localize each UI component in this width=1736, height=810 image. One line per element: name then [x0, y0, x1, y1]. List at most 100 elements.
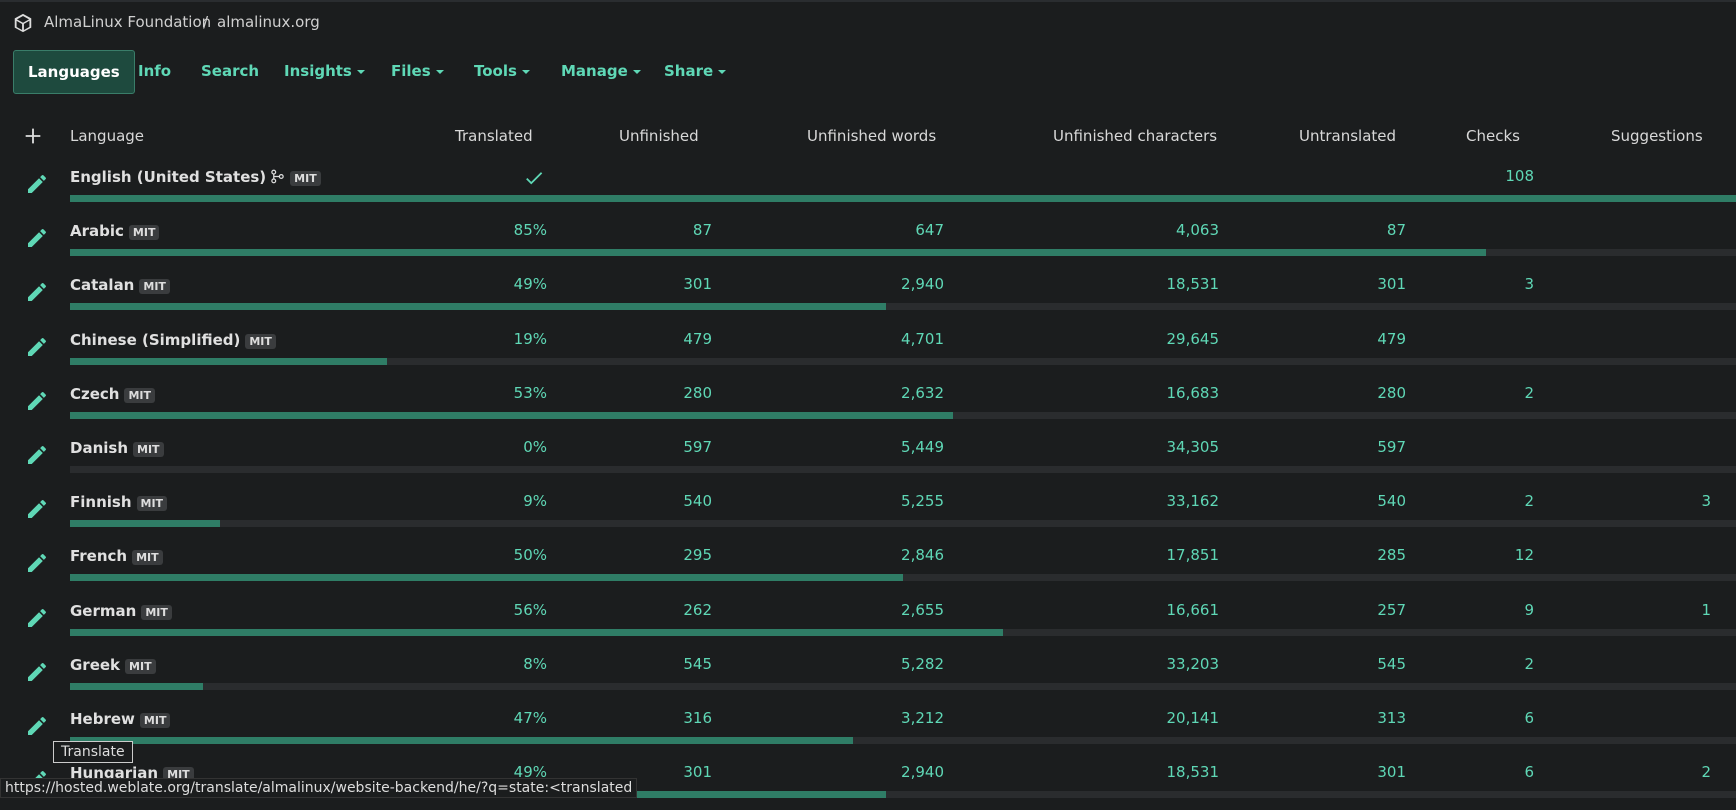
cell-unfinished-characters[interactable]: 33,203 [1166, 654, 1220, 673]
translate-button[interactable] [25, 389, 49, 413]
cell-unfinished-words[interactable]: 2,940 [901, 763, 944, 782]
language-name[interactable]: Chinese (Simplified) [70, 330, 241, 349]
translate-button[interactable] [25, 226, 49, 250]
cell-checks[interactable]: 3 [1524, 275, 1534, 294]
language-name[interactable]: Danish [70, 439, 129, 457]
cell-untranslated[interactable]: 301 [1377, 275, 1406, 294]
language-name[interactable]: Finnish [70, 493, 132, 512]
cell-unfinished-words[interactable]: 5,282 [901, 654, 944, 673]
cell-untranslated[interactable]: 545 [1377, 654, 1406, 673]
cell-untranslated[interactable]: 285 [1377, 546, 1406, 565]
cell-unfinished-words[interactable]: 2,655 [901, 600, 944, 619]
cell-unfinished-words[interactable]: 2,632 [901, 383, 944, 402]
column-header[interactable]: Suggestions [1611, 127, 1703, 145]
cell-untranslated[interactable]: 301 [1377, 763, 1406, 782]
nav-tab[interactable]: Files [377, 50, 458, 92]
translate-button[interactable] [25, 660, 49, 684]
cell-unfinished-characters[interactable]: 4,063 [1176, 221, 1219, 240]
cell-unfinished[interactable]: 597 [683, 438, 712, 456]
cell-suggestions[interactable]: 1 [1701, 600, 1711, 619]
cell-suggestions[interactable]: 3 [1701, 492, 1711, 511]
cell-unfinished-characters[interactable]: 16,661 [1166, 600, 1220, 619]
cell-unfinished[interactable]: 540 [683, 492, 712, 511]
language-name[interactable]: Arabic [70, 222, 124, 241]
cell-unfinished[interactable]: 316 [683, 709, 712, 727]
column-header[interactable]: Unfinished [619, 127, 699, 145]
nav-tab[interactable]: Languages [13, 50, 135, 94]
nav-tab[interactable]: Share [650, 50, 740, 92]
cell-checks[interactable]: 9 [1524, 600, 1534, 619]
language-name[interactable]: Hungarian [70, 764, 159, 783]
language-name[interactable]: German [70, 601, 137, 620]
column-header[interactable]: Checks [1466, 127, 1520, 145]
cell-unfinished-characters[interactable]: 33,162 [1166, 492, 1220, 511]
language-name[interactable]: English (United States) [70, 168, 267, 186]
cell-unfinished-characters[interactable]: 18,531 [1166, 763, 1220, 782]
cell-unfinished-words[interactable]: 647 [915, 221, 944, 240]
cell-unfinished[interactable]: 479 [683, 329, 712, 348]
cell-untranslated[interactable]: 540 [1377, 492, 1406, 511]
cell-unfinished-words[interactable]: 5,255 [901, 492, 944, 511]
cell-unfinished-characters[interactable]: 16,683 [1166, 383, 1220, 402]
language-name[interactable]: French [70, 547, 128, 566]
cell-unfinished-words[interactable]: 4,701 [901, 329, 944, 348]
nav-tab[interactable]: Search [187, 50, 273, 92]
translate-button[interactable] [25, 172, 49, 196]
translate-button[interactable] [25, 606, 49, 630]
cell-unfinished-characters[interactable]: 18,531 [1166, 275, 1220, 294]
nav-tab[interactable]: Manage [547, 50, 655, 92]
cell-untranslated[interactable]: 313 [1377, 709, 1406, 727]
cell-unfinished-characters[interactable]: 17,851 [1166, 546, 1220, 565]
translate-button[interactable] [25, 714, 49, 738]
cell-checks[interactable]: 2 [1524, 492, 1534, 511]
nav-tab[interactable]: Insights [270, 50, 379, 92]
cell-unfinished-words[interactable]: 5,449 [901, 438, 944, 456]
column-header[interactable]: Translated [455, 127, 533, 145]
translate-button[interactable] [25, 497, 49, 521]
cell-unfinished-words[interactable]: 3,212 [901, 709, 944, 727]
cell-unfinished[interactable]: 545 [683, 654, 712, 673]
cell-unfinished[interactable]: 87 [692, 221, 712, 240]
translate-button[interactable] [25, 335, 49, 359]
language-name[interactable]: Czech [70, 384, 120, 403]
translate-button[interactable] [25, 280, 49, 304]
license-badge: MIT [245, 333, 276, 349]
cell-unfinished[interactable]: 301 [683, 763, 712, 782]
cell-checks[interactable]: 12 [1514, 546, 1534, 565]
cell-unfinished-words[interactable]: 2,846 [901, 546, 944, 565]
cell-unfinished-characters[interactable]: 29,645 [1166, 329, 1220, 348]
language-name[interactable]: Greek [70, 655, 121, 674]
translate-button[interactable] [25, 443, 49, 467]
add-language[interactable] [22, 125, 44, 147]
cell-checks[interactable]: 6 [1524, 709, 1534, 727]
cell-unfinished-characters[interactable]: 34,305 [1166, 438, 1220, 456]
translate-button[interactable] [25, 551, 49, 575]
column-header[interactable]: Unfinished words [807, 127, 937, 145]
cell-untranslated[interactable]: 597 [1377, 438, 1406, 456]
cell-checks[interactable]: 108 [1505, 167, 1534, 185]
translated-percent: 8% [523, 654, 547, 673]
breadcrumb-project[interactable]: AlmaLinux Foundation [44, 13, 212, 31]
language-name[interactable]: Catalan [70, 276, 135, 295]
cell-untranslated[interactable]: 280 [1377, 383, 1406, 402]
cell-unfinished[interactable]: 295 [683, 546, 712, 565]
cell-checks[interactable]: 6 [1524, 763, 1534, 782]
cell-unfinished-characters[interactable]: 20,141 [1166, 709, 1220, 727]
column-header[interactable]: Untranslated [1299, 127, 1397, 145]
cell-untranslated[interactable]: 257 [1377, 600, 1406, 619]
cell-unfinished[interactable]: 280 [683, 383, 712, 402]
language-name[interactable]: Hebrew [70, 710, 135, 728]
breadcrumb-component[interactable]: almalinux.org [217, 13, 320, 31]
progress-track [70, 574, 1736, 582]
nav-tab[interactable]: Info [124, 50, 185, 92]
column-header[interactable]: Unfinished characters [1053, 127, 1218, 145]
cell-unfinished-words[interactable]: 2,940 [901, 275, 944, 294]
cell-checks[interactable]: 2 [1524, 654, 1534, 673]
cell-untranslated[interactable]: 479 [1377, 329, 1406, 348]
nav-tab[interactable]: Tools [460, 50, 544, 92]
cell-unfinished[interactable]: 262 [683, 600, 712, 619]
cell-suggestions[interactable]: 2 [1701, 763, 1711, 782]
cell-untranslated[interactable]: 87 [1386, 221, 1406, 240]
cell-unfinished[interactable]: 301 [683, 275, 712, 294]
cell-checks[interactable]: 2 [1524, 383, 1534, 402]
